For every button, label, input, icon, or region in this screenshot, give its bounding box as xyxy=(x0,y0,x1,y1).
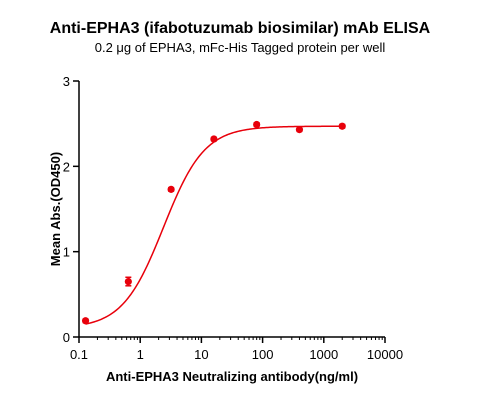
data-point-0 xyxy=(81,317,90,325)
data-point-5 xyxy=(295,126,304,134)
data-point-6 xyxy=(338,122,346,130)
data-point-4 xyxy=(253,120,261,129)
data-points xyxy=(81,120,346,325)
x-tick-label-2: 10 xyxy=(194,347,208,362)
fit-curve xyxy=(85,125,343,325)
x-tick-label-0: 0.1 xyxy=(70,347,88,362)
y-tick-label-1: 1 xyxy=(63,245,70,260)
data-point-2 xyxy=(167,185,175,193)
y-tick-label-3: 3 xyxy=(63,74,70,89)
x-tick-label-4: 1000 xyxy=(309,347,338,362)
axes xyxy=(78,81,385,338)
x-ticks: 0.1 1 10 100 1000 10000 xyxy=(70,337,403,362)
y-axis-label: Mean Abs.(OD450) xyxy=(48,152,63,266)
chart-subtitle: 0.2 μg of EPHA3, mFc-His Tagged protein … xyxy=(95,40,386,55)
y-tick-label-0: 0 xyxy=(63,330,70,345)
x-tick-label-1: 1 xyxy=(137,347,144,362)
data-point-3 xyxy=(210,135,218,143)
data-point-1 xyxy=(124,277,132,286)
y-tick-label-2: 2 xyxy=(63,159,70,174)
x-tick-label-3: 100 xyxy=(252,347,274,362)
x-tick-label-5: 10000 xyxy=(367,347,403,362)
x-axis-label: Anti-EPHA3 Neutralizing antibody(ng/ml) xyxy=(106,369,358,384)
y-ticks: 0 1 2 3 xyxy=(63,74,79,345)
chart-title: Anti-EPHA3 (ifabotuzumab biosimilar) mAb… xyxy=(50,20,431,37)
